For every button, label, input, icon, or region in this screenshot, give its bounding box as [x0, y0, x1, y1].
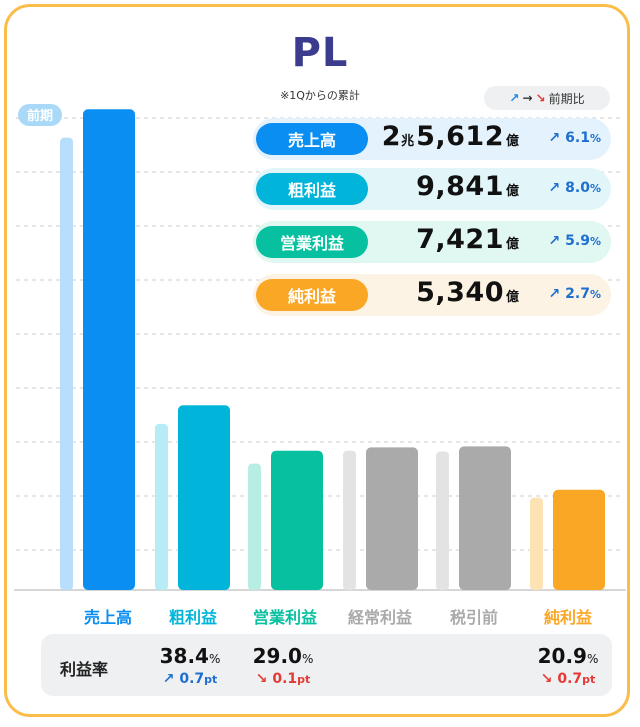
kpi-change: ↗ 2.7% — [548, 286, 601, 302]
prior-bar-operating — [248, 463, 261, 590]
kpi-row-gross: 粗利益 9,841 億 ↗ 8.0% — [253, 168, 611, 210]
right-arrow-icon: → — [522, 91, 533, 105]
kpi-row-sales: 売上高 2 兆 5,612 億 ↗ 6.1% — [253, 118, 611, 160]
down-arrow-icon: ↘ — [535, 91, 546, 105]
category-label-gross: 粗利益 — [168, 608, 217, 627]
kpi-change: ↗ 8.0% — [548, 180, 601, 196]
prior-bar-net — [530, 497, 543, 590]
kpi-change: ↗ 5.9% — [548, 233, 601, 249]
gross-margin-change: ↗ 0.7pt — [162, 671, 218, 687]
prior-label-tag — [18, 104, 62, 126]
category-label-operating: 営業利益 — [252, 608, 317, 627]
kpi-value: 5,340 億 — [416, 277, 519, 308]
current-bar-ordinary — [366, 447, 418, 590]
net-margin-change: ↘ 0.7pt — [540, 671, 596, 687]
margin-label: 利益率 — [60, 660, 109, 679]
category-label-sales: 売上高 — [83, 608, 132, 627]
prior-bar-pretax — [436, 451, 449, 590]
kpi-change: ↗ 6.1% — [548, 130, 601, 146]
up-arrow-icon: ↗ — [548, 130, 561, 146]
category-label-pretax: 税引前 — [449, 608, 498, 627]
kpi-label: 営業利益 — [256, 226, 368, 258]
up-arrow-icon: ↗ — [162, 671, 175, 687]
category-label-ordinary: 経常利益 — [347, 608, 412, 627]
gross-margin-value: 38.4% — [159, 644, 221, 668]
down-arrow-icon: ↘ — [255, 671, 268, 687]
legend-label: 前期比 — [548, 91, 585, 106]
up-arrow-icon: ↗ — [548, 286, 561, 302]
kpi-row-operating: 営業利益 7,421 億 ↗ 5.9% — [253, 221, 611, 263]
current-bar-pretax — [459, 446, 511, 590]
down-arrow-icon: ↘ — [540, 671, 553, 687]
kpi-row-net: 純利益 5,340 億 ↗ 2.7% — [253, 274, 611, 316]
prior-bar-gross — [155, 423, 168, 590]
chart-title: PL — [291, 30, 349, 76]
prior-bar-ordinary — [343, 450, 356, 590]
current-bar-sales — [83, 109, 135, 590]
kpi-label: 純利益 — [256, 279, 368, 311]
margin-panel — [41, 634, 612, 696]
current-bar-operating — [271, 450, 323, 590]
kpi-label: 売上高 — [256, 123, 368, 155]
up-arrow-icon: ↗ — [548, 233, 561, 249]
prior-label-text: 前期 — [27, 108, 53, 124]
category-label-net: 純利益 — [543, 608, 592, 627]
operating-margin-value: 29.0% — [252, 644, 314, 668]
chart-subtitle: ※1Qからの累計 — [280, 89, 360, 102]
current-bar-net — [553, 489, 605, 590]
change-legend: ↗ → ↘ 前期比 — [484, 86, 610, 110]
up-arrow-icon: ↗ — [548, 180, 561, 196]
net-margin-value: 20.9% — [537, 644, 599, 668]
prior-bar-sales — [60, 137, 73, 590]
kpi-label: 粗利益 — [256, 173, 368, 205]
kpi-value: 7,421 億 — [416, 224, 519, 255]
current-bar-gross — [178, 405, 230, 590]
operating-margin-change: ↘ 0.1pt — [255, 671, 311, 687]
kpi-value: 2 兆 5,612 億 — [381, 121, 519, 152]
kpi-value: 9,841 億 — [416, 171, 519, 202]
up-arrow-icon: ↗ — [509, 91, 520, 105]
